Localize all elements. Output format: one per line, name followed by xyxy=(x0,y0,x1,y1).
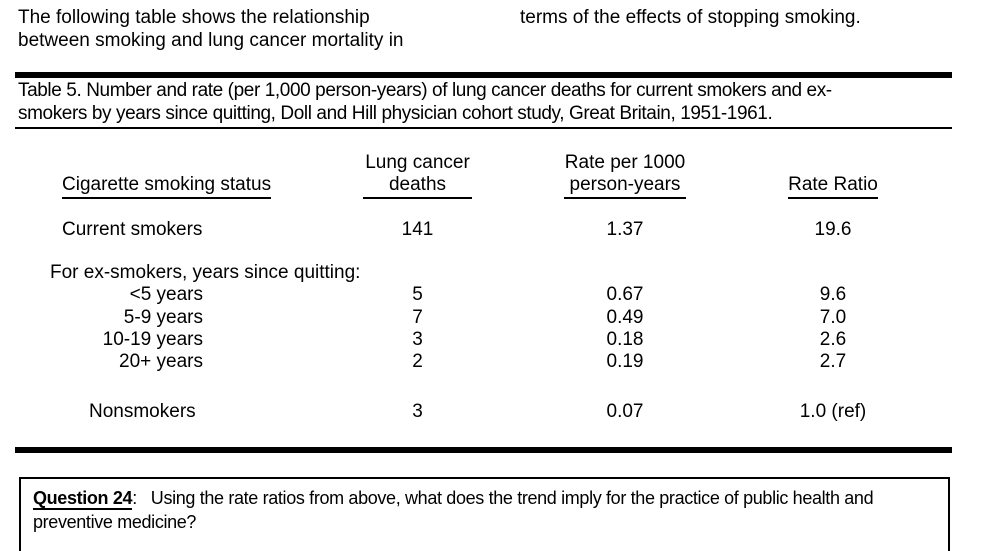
deaths-value: 2 xyxy=(412,351,423,372)
deaths-value: 7 xyxy=(412,307,423,328)
rate-value: 0.18 xyxy=(606,329,644,350)
table-row-20plus-years: 20+ years 2 0.19 2.7 xyxy=(15,351,952,373)
question-box: Question 24: Using the rate ratios from … xyxy=(19,477,950,551)
column-header-deaths: Lung cancer deaths xyxy=(345,152,490,199)
deaths-value: 5 xyxy=(412,284,423,305)
row-label: <5 years xyxy=(129,284,203,305)
table-caption-rule xyxy=(15,127,952,129)
rate-ratio-value: 19.6 xyxy=(814,219,852,240)
deaths-value: 3 xyxy=(412,329,423,350)
row-label: 5-9 years xyxy=(123,307,203,328)
rate-ratio-value: 9.6 xyxy=(819,284,847,305)
column-header-rate-ratio: Rate Ratio xyxy=(760,174,906,199)
rate-ratio-value: 1.0 (ref) xyxy=(799,401,867,422)
deaths-value: 141 xyxy=(401,219,434,240)
intro-left-paragraph: The following table shows the relationsh… xyxy=(18,6,403,52)
row-label: 10-19 years xyxy=(102,329,203,350)
column-header-deaths-line-2: deaths xyxy=(362,174,473,199)
rate-value: 0.07 xyxy=(606,401,644,422)
table-bottom-rule xyxy=(15,447,952,453)
table-row-5-9-years: 5-9 years 7 0.49 7.0 xyxy=(15,307,952,329)
row-label: Nonsmokers xyxy=(89,401,196,422)
deaths-value xyxy=(345,262,490,284)
intro-left-line-2: between smoking and lung cancer mortalit… xyxy=(18,30,404,51)
row-label: 20+ years xyxy=(119,351,203,372)
rate-ratio-value: 7.0 xyxy=(819,307,847,328)
question-number-label: Question 24 xyxy=(33,488,133,510)
column-header-rate-line-2: person-years xyxy=(563,174,687,199)
table-row-lt5-years: <5 years 5 0.67 9.6 xyxy=(15,284,952,306)
table-caption: Table 5. Number and rate (per 1,000 pers… xyxy=(18,79,832,125)
question-line-2: preventive medicine? xyxy=(33,512,197,532)
rate-ratio-value: 2.6 xyxy=(819,329,847,350)
row-label: For ex-smokers, years since quitting: xyxy=(50,262,361,283)
rate-value: 0.19 xyxy=(606,351,644,372)
table-caption-line-1: Table 5. Number and rate (per 1,000 pers… xyxy=(18,80,832,101)
rate-value: 1.37 xyxy=(606,219,644,240)
intro-left-line-1: The following table shows the relationsh… xyxy=(18,7,370,28)
question-line-1: Question 24: Using the rate ratios from … xyxy=(33,486,948,510)
rate-value: 0.67 xyxy=(606,284,644,305)
table-caption-line-2: smokers by years since quitting, Doll an… xyxy=(18,103,773,124)
column-header-rate: Rate per 1000 person-years xyxy=(490,152,760,199)
column-header-deaths-line-1: Lung cancer xyxy=(365,152,470,173)
deaths-value: 3 xyxy=(412,401,423,422)
rate-value xyxy=(490,262,760,284)
column-header-smoking-status: Cigarette smoking status xyxy=(62,174,272,199)
intro-right-paragraph: terms of the effects of stopping smoking… xyxy=(520,6,861,29)
table-row-10-19-years: 10-19 years 3 0.18 2.6 xyxy=(15,329,952,351)
rate-ratio-value xyxy=(760,262,906,284)
table-row-nonsmokers: Nonsmokers 3 0.07 1.0 (ref) xyxy=(15,401,952,423)
question-text-line-1: : Using the rate ratios from above, what… xyxy=(132,488,874,508)
column-header-rate-ratio-label: Rate Ratio xyxy=(788,174,878,199)
intro-right-line-1: terms of the effects of stopping smoking… xyxy=(520,7,861,28)
table-row-ex-smokers-group: For ex-smokers, years since quitting: xyxy=(15,262,952,284)
rate-ratio-value: 2.7 xyxy=(819,351,847,372)
rate-value: 0.49 xyxy=(606,307,644,328)
row-label: Current smokers xyxy=(62,219,203,240)
column-header-rate-line-1: Rate per 1000 xyxy=(564,152,686,173)
table-top-rule xyxy=(15,72,952,78)
table-row-current-smokers: Current smokers 141 1.37 19.6 xyxy=(15,219,952,241)
column-header-smoking-status-label: Cigarette smoking status xyxy=(62,174,272,199)
